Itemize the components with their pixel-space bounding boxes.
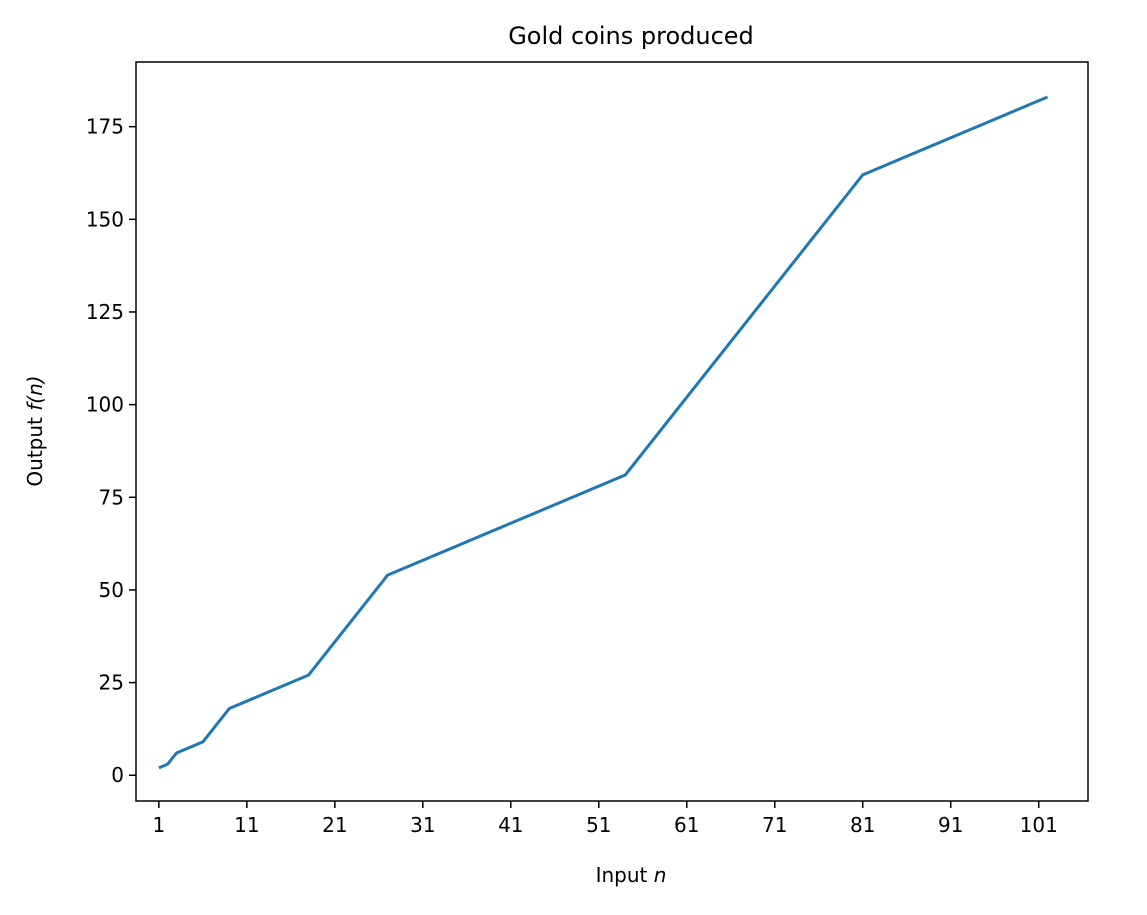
series-line-0 (158, 95, 1049, 770)
x-tick-label: 1 (153, 813, 166, 837)
y-axis-title: Output f(n) (23, 375, 47, 486)
x-tick-label: 51 (586, 813, 611, 837)
x-tick-label: 71 (762, 813, 787, 837)
y-tick-label: 150 (86, 207, 124, 231)
x-axis-ticks: 1 11 21 31 41 51 61 71 81 91 101 (153, 801, 1058, 837)
x-tick-label: 101 (1020, 813, 1058, 837)
y-tick-label: 0 (111, 763, 124, 787)
x-axis-variable: n (654, 863, 667, 887)
y-tick-label: 25 (99, 671, 124, 695)
chart-title: Gold coins produced (508, 22, 754, 50)
y-tick-label: 75 (99, 485, 124, 509)
plot-frame (135, 61, 1089, 802)
x-axis-label: Input (596, 863, 648, 887)
y-axis-ticks: 0 25 50 75 100 125 150 175 (86, 115, 136, 787)
x-tick-label: 11 (234, 813, 259, 837)
x-tick-label: 31 (410, 813, 435, 837)
y-axis-variable: f(n) (23, 375, 47, 410)
y-axis-label: Output (23, 417, 47, 487)
x-tick-label: 21 (322, 813, 347, 837)
y-tick-label: 50 (99, 578, 124, 602)
x-tick-label: 91 (938, 813, 963, 837)
x-tick-label: 61 (674, 813, 699, 837)
y-tick-label: 175 (86, 115, 124, 139)
x-tick-label: 41 (498, 813, 523, 837)
y-tick-label: 100 (86, 393, 124, 417)
series-layer (158, 95, 1049, 770)
y-tick-label: 125 (86, 300, 124, 324)
x-tick-label: 81 (850, 813, 875, 837)
x-axis-title: Input n (596, 863, 667, 887)
